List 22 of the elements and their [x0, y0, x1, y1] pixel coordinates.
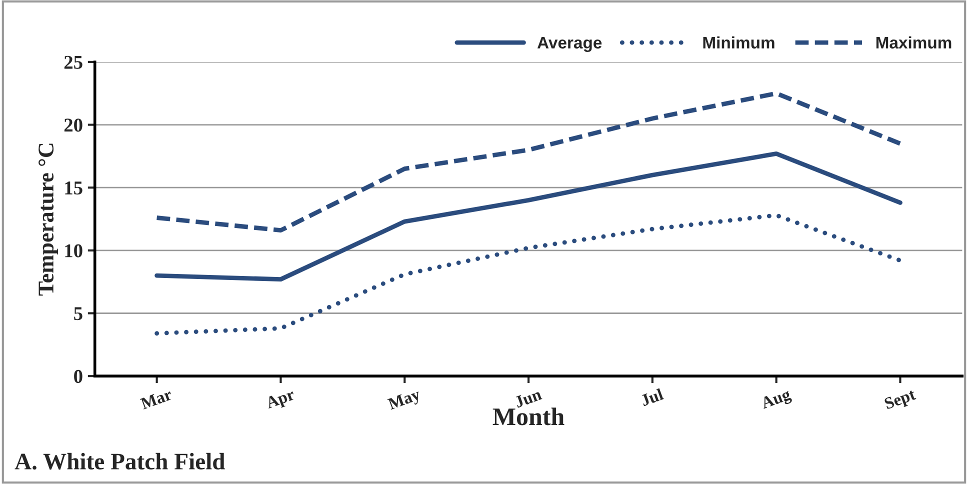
x-tick-label: Apr — [264, 388, 296, 412]
x-axis-title: Month — [492, 408, 564, 426]
x-tick-label: Mar — [140, 388, 173, 410]
line-series — [154, 213, 902, 336]
y-tick-label: 0 — [74, 370, 82, 384]
line-series — [154, 91, 902, 233]
x-tick-label: Sept — [884, 388, 918, 413]
y-tick-label: 5 — [74, 307, 82, 320]
text: A. White Patch Field — [14, 452, 226, 470]
legend-label: Average — [537, 36, 602, 52]
legend-label: Minimum — [703, 36, 774, 49]
legend-label: Maximum — [876, 36, 952, 49]
x-tick-label: May — [387, 388, 422, 414]
y-tick-label: 20 — [64, 118, 82, 132]
y-axis-title: Temperature °C — [38, 144, 58, 296]
line-series — [154, 151, 902, 282]
x-tick-label: Jul — [640, 388, 664, 406]
x-tick-label: Aug — [760, 388, 793, 412]
y-tick-label: 10 — [65, 244, 82, 258]
y-tick-label: 15 — [65, 182, 82, 195]
y-tick-label: 25 — [64, 56, 82, 69]
x-tick-label: Jun — [514, 388, 542, 408]
